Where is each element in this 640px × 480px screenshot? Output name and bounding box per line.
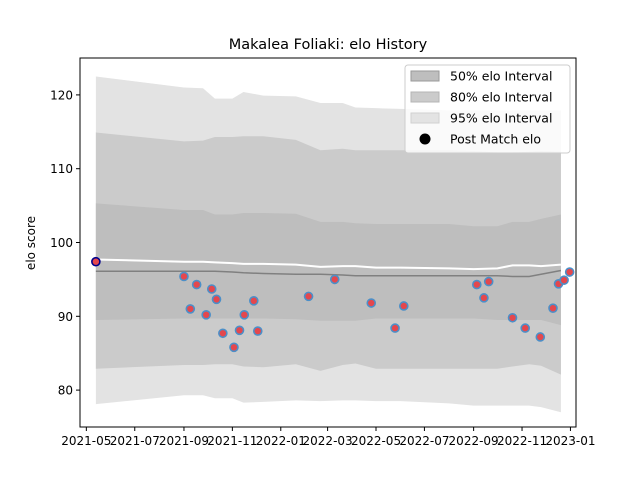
x-tick-label: 2022-09 [449,434,499,448]
post-match-point [206,284,217,294]
legend-swatch [410,112,440,124]
legend-label: 80% elo Interval [450,90,552,105]
post-match-point [535,332,546,342]
post-match-point [179,271,189,282]
y-tick-label: 110 [50,162,73,176]
legend-label: 50% elo Interval [450,69,552,84]
legend-marker [419,133,431,145]
y-axis-title: elo score [24,216,38,270]
post-match-point [559,275,569,285]
post-match-point [390,323,400,333]
legend-swatch [410,91,440,103]
post-match-point [398,301,409,311]
post-match-point [211,294,222,305]
post-match-points [91,256,575,353]
x-tick-label: 2022-07 [399,434,449,448]
x-tick-label: 2022-03 [303,434,353,448]
post-match-point [520,323,531,333]
x-tick-label: 2023-01 [545,434,595,448]
x-tick-label: 2021-07 [110,434,160,448]
post-match-point [483,276,494,287]
legend: 50% elo Interval 80% elo Interval 95% elo … [404,64,571,154]
post-match-point [218,328,228,339]
legend-label: 95% elo Interval [450,111,552,126]
post-match-point [201,310,211,320]
chart-title: Makalea Foliaki: elo History [229,37,428,53]
x-tick-label: 2021-05 [61,434,111,448]
x-tick-label: 2022-11 [497,434,547,448]
post-match-point [229,342,239,353]
y-tick-label: 90 [58,310,73,324]
x-tick-label: 2021-09 [159,434,209,448]
post-match-point [185,304,196,314]
legend-swatch [410,70,440,82]
band-50 [95,203,561,326]
x-tick-label: 2021-11 [207,434,257,448]
post-match-point [252,326,263,336]
post-match-point [239,310,250,320]
post-match-point [303,291,314,302]
x-tick-label: 2022-01 [256,434,306,448]
post-match-point [329,274,340,285]
post-match-point [479,293,489,303]
mean-elo-line [95,258,561,271]
post-match-point [191,279,202,290]
plot-area [91,76,575,413]
legend-entries: 50% elo Interval 80% elo Interval 95% elo … [410,69,552,147]
x-tick-label: 2022-05 [351,434,401,448]
y-tick-label: 100 [50,236,73,250]
post-match-point [507,312,518,323]
post-match-point [91,256,101,267]
post-match-point [471,279,482,290]
y-tick-label: 80 [58,384,73,398]
post-match-point [564,267,575,277]
legend-box [404,64,571,154]
post-match-point [366,298,377,308]
elo-lines [95,258,562,278]
post-match-point [548,303,558,313]
legend-label: Post Match elo [450,132,541,147]
y-tick-label: 120 [50,88,73,102]
median-elo-line [95,269,562,278]
y-axis-ticks: 80 90 100 110 120 [50,88,80,398]
post-match-point [249,295,259,306]
interval-bands [95,76,561,413]
post-match-point [234,325,245,336]
